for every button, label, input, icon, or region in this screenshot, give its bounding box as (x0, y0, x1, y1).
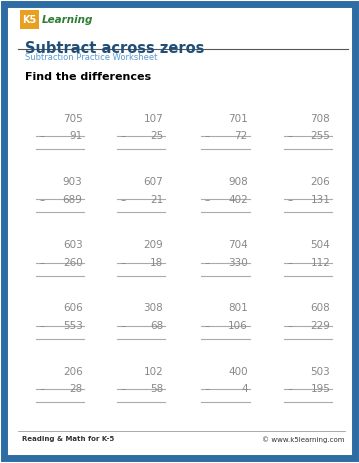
Text: 908: 908 (228, 177, 248, 187)
Text: 606: 606 (63, 303, 83, 313)
Text: K5: K5 (22, 15, 37, 25)
Text: –: – (287, 131, 293, 141)
Text: 608: 608 (311, 303, 330, 313)
Text: 708: 708 (311, 113, 330, 124)
Text: 603: 603 (63, 240, 83, 250)
Text: –: – (120, 320, 126, 331)
Text: 705: 705 (63, 113, 83, 124)
Text: 72: 72 (234, 131, 248, 141)
Text: –: – (287, 194, 293, 205)
Text: Find the differences: Find the differences (25, 72, 151, 82)
Text: 704: 704 (228, 240, 248, 250)
Text: 607: 607 (144, 177, 163, 187)
Text: 131: 131 (311, 194, 330, 205)
Text: 21: 21 (150, 194, 163, 205)
Text: –: – (120, 257, 126, 268)
Text: © www.k5learning.com: © www.k5learning.com (262, 435, 345, 442)
Text: 553: 553 (63, 320, 83, 331)
Text: –: – (39, 194, 45, 205)
Text: 102: 102 (144, 366, 163, 376)
Text: 58: 58 (150, 383, 163, 394)
Text: 689: 689 (63, 194, 83, 205)
Text: 229: 229 (311, 320, 330, 331)
Text: 106: 106 (228, 320, 248, 331)
Text: 107: 107 (144, 113, 163, 124)
Bar (20, 11, 39, 30)
Text: 25: 25 (150, 131, 163, 141)
Text: 400: 400 (228, 366, 248, 376)
Text: –: – (120, 131, 126, 141)
Text: –: – (120, 194, 126, 205)
Text: 18: 18 (150, 257, 163, 268)
Text: –: – (205, 257, 210, 268)
Text: 206: 206 (63, 366, 83, 376)
Text: 112: 112 (311, 257, 330, 268)
Text: –: – (205, 194, 210, 205)
Text: –: – (120, 383, 126, 394)
Text: –: – (205, 131, 210, 141)
Text: 308: 308 (144, 303, 163, 313)
Text: 195: 195 (311, 383, 330, 394)
Text: 330: 330 (228, 257, 248, 268)
Text: –: – (39, 257, 45, 268)
Text: –: – (39, 320, 45, 331)
Text: 402: 402 (228, 194, 248, 205)
Text: 91: 91 (69, 131, 83, 141)
Text: Reading & Math for K-5: Reading & Math for K-5 (22, 435, 114, 441)
Text: 801: 801 (228, 303, 248, 313)
Text: –: – (39, 131, 45, 141)
Text: –: – (39, 383, 45, 394)
Text: 255: 255 (311, 131, 330, 141)
Text: 68: 68 (150, 320, 163, 331)
Text: 28: 28 (69, 383, 83, 394)
Text: 504: 504 (311, 240, 330, 250)
Text: 206: 206 (311, 177, 330, 187)
Text: Subtraction Practice Worksheet: Subtraction Practice Worksheet (25, 53, 158, 62)
Text: 701: 701 (228, 113, 248, 124)
Text: 903: 903 (63, 177, 83, 187)
Text: Subtract across zeros: Subtract across zeros (25, 41, 205, 56)
Text: 4: 4 (241, 383, 248, 394)
Text: Learning: Learning (41, 15, 93, 25)
Text: –: – (287, 257, 293, 268)
Text: 503: 503 (311, 366, 330, 376)
Text: 209: 209 (144, 240, 163, 250)
Text: 260: 260 (63, 257, 83, 268)
Text: –: – (287, 320, 293, 331)
Text: –: – (205, 383, 210, 394)
Text: –: – (287, 383, 293, 394)
Text: –: – (205, 320, 210, 331)
